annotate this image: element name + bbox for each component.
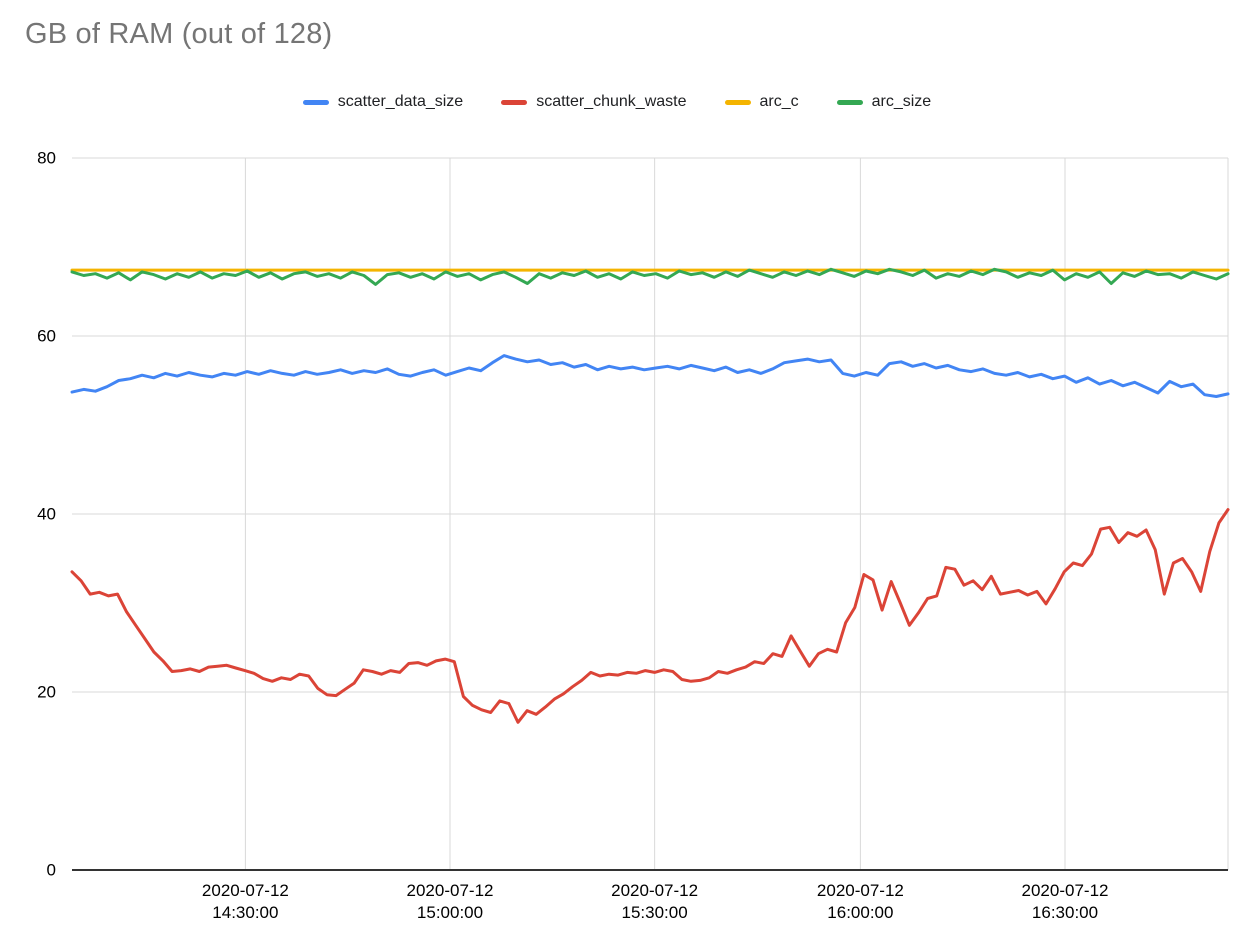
- legend-swatch-icon: [302, 99, 329, 105]
- x-axis-label: 2020-07-12 16:00:00: [817, 881, 904, 922]
- legend-swatch-icon: [724, 99, 751, 105]
- x-axis-label: 2020-07-12 15:30:00: [611, 881, 698, 922]
- y-axis-label: 20: [37, 683, 56, 702]
- x-axis-label: 2020-07-12 14:30:00: [202, 881, 289, 922]
- y-axis-label: 60: [37, 327, 56, 346]
- legend-item-arc_size: arc_size: [836, 93, 932, 111]
- legend-swatch-icon: [501, 99, 528, 105]
- x-axis-label: 2020-07-12 16:30:00: [1022, 881, 1109, 922]
- x-axis-label: 2020-07-12 15:00:00: [407, 881, 494, 922]
- legend-label: arc_size: [871, 93, 932, 110]
- legend-label: arc_c: [759, 93, 799, 110]
- legend-label: scatter_data_size: [337, 93, 464, 110]
- legend-swatch-icon: [836, 99, 863, 105]
- chart-title: GB of RAM (out of 128): [25, 18, 333, 50]
- series-line-arc_size: [70, 267, 1230, 286]
- legend-item-arc_c: arc_c: [724, 93, 799, 111]
- series-line-scatter_chunk_waste: [70, 508, 1230, 724]
- legend-item-scatter_data_size: scatter_data_size: [302, 93, 464, 111]
- chart-legend: scatter_data_size scatter_chunk_waste arc_…: [0, 93, 1234, 111]
- legend-label: scatter_chunk_waste: [536, 93, 687, 110]
- legend-item-scatter_chunk_waste: scatter_chunk_waste: [501, 93, 687, 111]
- series-line-scatter_data_size: [70, 354, 1230, 398]
- y-axis-label: 80: [37, 149, 56, 168]
- y-axis-label: 0: [47, 861, 56, 880]
- y-axis-label: 40: [37, 505, 56, 524]
